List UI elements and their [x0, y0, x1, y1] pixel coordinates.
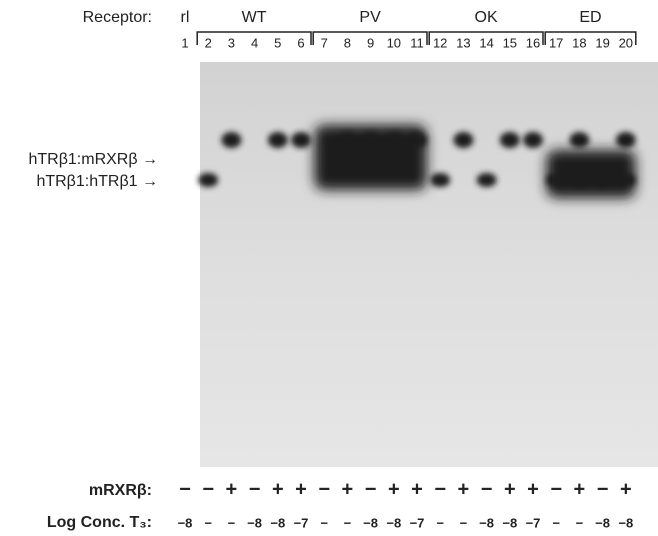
lane-number: 10: [387, 35, 401, 50]
lane-number: 7: [321, 35, 328, 50]
lane-number: 12: [433, 35, 447, 50]
mrxr-sign: −: [318, 478, 330, 500]
group-label: ED: [579, 9, 601, 26]
band-label: hTRβ1:mRXRβ →: [28, 151, 158, 168]
lane-number: 17: [549, 35, 563, 50]
mrxr-sign: −: [365, 478, 377, 500]
conc-value: −8: [502, 515, 517, 530]
band: [523, 132, 543, 148]
band: [430, 173, 451, 187]
band: [569, 132, 590, 148]
lane-number: 15: [503, 35, 517, 50]
mrxr-sign: +: [458, 478, 470, 500]
smear: [546, 150, 636, 198]
mrxr-sign: −: [550, 478, 562, 500]
group-label: OK: [475, 9, 498, 26]
mrxr-sign: −: [434, 478, 446, 500]
bracket: [428, 31, 544, 45]
band: [198, 173, 219, 187]
bands: [198, 125, 636, 198]
band: [453, 132, 474, 148]
row-label: mRXRβ:: [89, 482, 152, 499]
lane-number: 16: [526, 35, 540, 50]
lane-number: 3: [228, 35, 235, 50]
mrxr-sign: +: [226, 478, 238, 500]
mrxr-sign: +: [620, 478, 632, 500]
conc-value: −: [228, 515, 236, 530]
conc-value: −7: [294, 515, 309, 530]
row-label: Log Conc. T₃:: [47, 514, 152, 531]
lane-number: 1: [181, 35, 188, 50]
lane-number: 2: [205, 35, 212, 50]
conc-value: −: [460, 515, 468, 530]
conc-value: −8: [178, 515, 193, 530]
mrxr-sign: −: [597, 478, 609, 500]
mrxr-sign: +: [527, 478, 539, 500]
conc-value: −8: [270, 515, 285, 530]
gel: [200, 62, 658, 467]
band: [499, 132, 520, 148]
group-label: PV: [359, 9, 381, 26]
mrxr-sign: +: [272, 478, 284, 500]
lane-number: 11: [410, 35, 424, 50]
lane-number: 18: [572, 35, 586, 50]
band: [476, 173, 497, 187]
band: [221, 132, 242, 148]
bracket: [312, 31, 428, 45]
mrxr-sign: +: [574, 478, 586, 500]
lane-number: 9: [367, 35, 374, 50]
mrxr-sign: +: [504, 478, 516, 500]
conc-value: −7: [410, 515, 425, 530]
lane-number: 19: [595, 35, 609, 50]
lane-number: 5: [274, 35, 281, 50]
mrxr-sign: −: [249, 478, 261, 500]
lane-number: 4: [251, 35, 258, 50]
conc-value: −8: [479, 515, 494, 530]
smear: [314, 125, 427, 190]
group-label: WT: [242, 9, 267, 26]
bracket: [196, 31, 312, 45]
conc-value: −8: [247, 515, 262, 530]
conc-value: −8: [595, 515, 610, 530]
mrxr-sign: −: [481, 478, 493, 500]
lane-number: 8: [344, 35, 351, 50]
lane-label: rl: [181, 9, 190, 26]
receptor-label: Receptor:: [83, 9, 152, 26]
lane-number: 20: [619, 35, 633, 50]
band: [291, 132, 311, 148]
band: [267, 132, 288, 148]
conc-value: −: [436, 515, 444, 530]
mrxr-sign: +: [388, 478, 400, 500]
conc-value: −: [320, 515, 328, 530]
band: [615, 132, 636, 148]
conc-value: −8: [363, 515, 378, 530]
band-label: hTRβ1:hTRβ1 →: [36, 173, 158, 190]
conc-value: −: [552, 515, 560, 530]
lane-number: 14: [479, 35, 493, 50]
conc-value: −: [204, 515, 212, 530]
mrxr-sign: +: [411, 478, 423, 500]
conc-value: −7: [526, 515, 541, 530]
conc-value: −8: [386, 515, 401, 530]
mrxr-sign: +: [342, 478, 354, 500]
mrxr-sign: +: [295, 478, 307, 500]
conc-value: −8: [618, 515, 633, 530]
conc-value: −: [344, 515, 352, 530]
bracket: [544, 31, 637, 45]
conc-value: −: [576, 515, 584, 530]
mrxr-sign: −: [202, 478, 214, 500]
lane-number: 13: [456, 35, 470, 50]
mrxr-sign: −: [179, 478, 191, 500]
lane-number: 6: [297, 35, 304, 50]
